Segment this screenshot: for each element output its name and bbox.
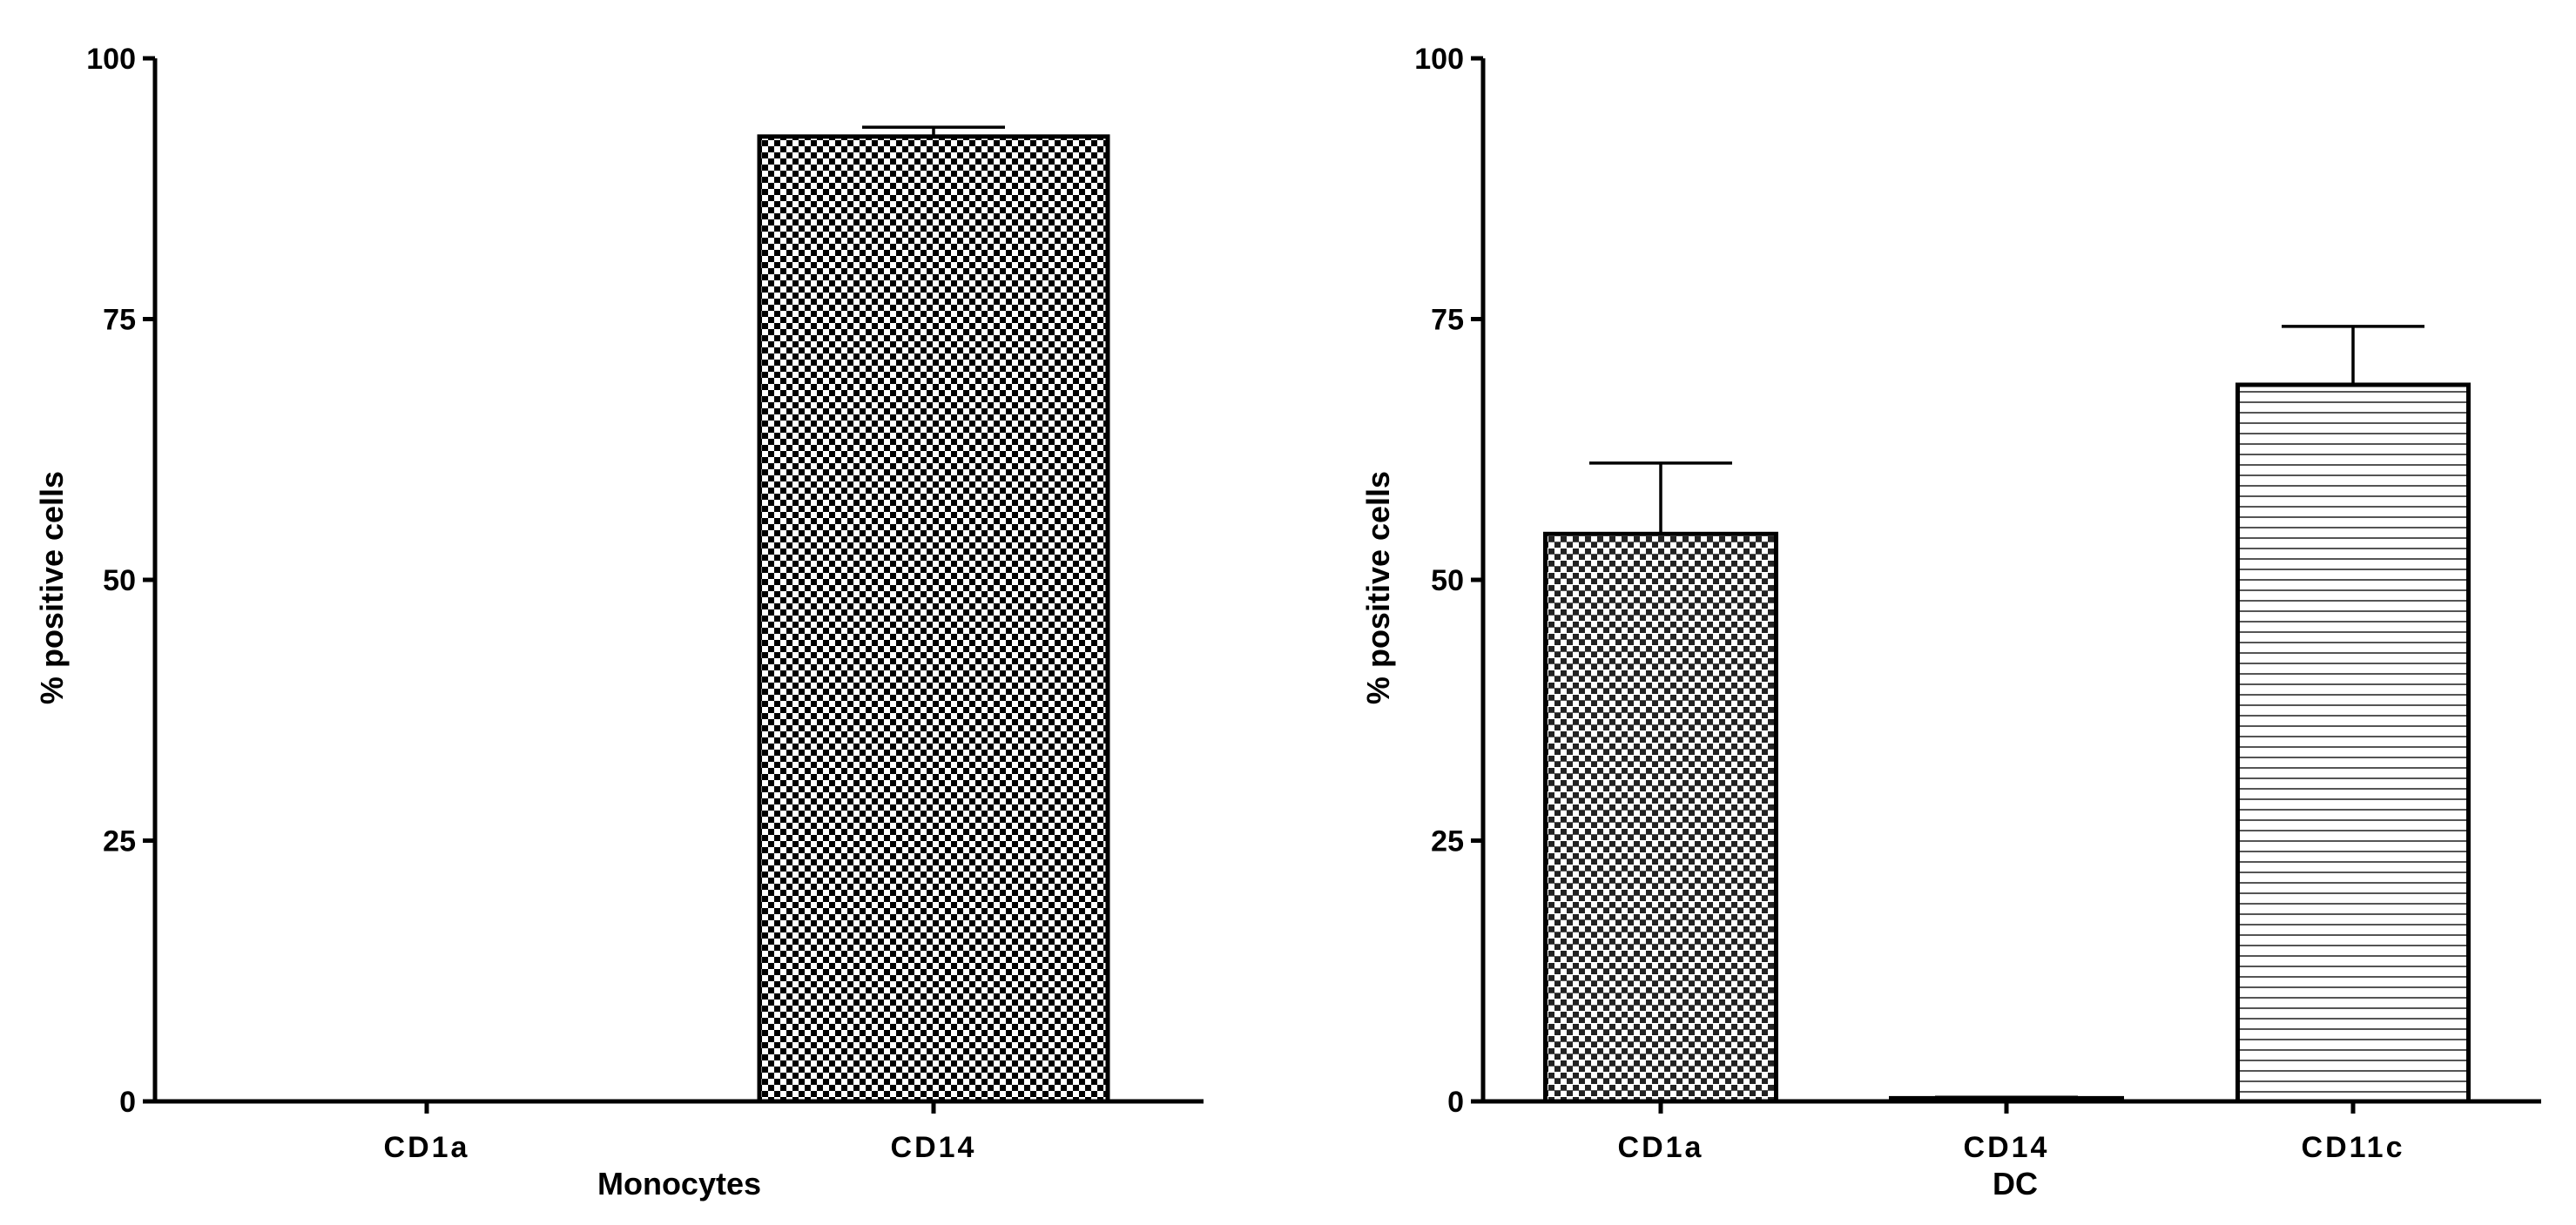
y-tick-label: 25 [103, 825, 136, 858]
y-tick-label: 75 [1431, 304, 1464, 337]
y-tick-label: 75 [103, 304, 136, 337]
x-axis-title: Monocytes [597, 1166, 761, 1201]
y-tick-label: 50 [103, 564, 136, 597]
x-tick-label-cd1a: CD1a [384, 1131, 470, 1164]
bar-cd1a [1543, 531, 1778, 1104]
monocytes-chart: % positive cells Monocytes 0 25 50 75 100 CD1… [34, 43, 1204, 1201]
x-axis-title: DC [1993, 1166, 2038, 1201]
x-tick-label-cd1a: CD1a [1618, 1131, 1704, 1164]
x-tick-label-cd14: CD14 [1964, 1131, 2050, 1164]
y-tick-label: 50 [1431, 564, 1464, 597]
y-axis-title: % positive cells [1360, 471, 1396, 704]
y-tick-label: 100 [1414, 43, 1464, 76]
y-tick-label: 25 [1431, 825, 1464, 858]
y-tick-label: 100 [86, 43, 136, 76]
bar-cd14 [757, 134, 1110, 1104]
x-tick-label-cd14: CD14 [891, 1131, 977, 1164]
bar-cd11c [2235, 382, 2471, 1104]
dc-chart: % positive cells DC 0 25 50 75 100 CD1a CD14 CD… [1360, 43, 2541, 1201]
y-axis-title: % positive cells [34, 471, 70, 704]
y-tick-label: 0 [1447, 1086, 1464, 1119]
x-tick-label-cd11c: CD11c [2302, 1131, 2405, 1164]
y-tick-label: 0 [119, 1086, 136, 1119]
